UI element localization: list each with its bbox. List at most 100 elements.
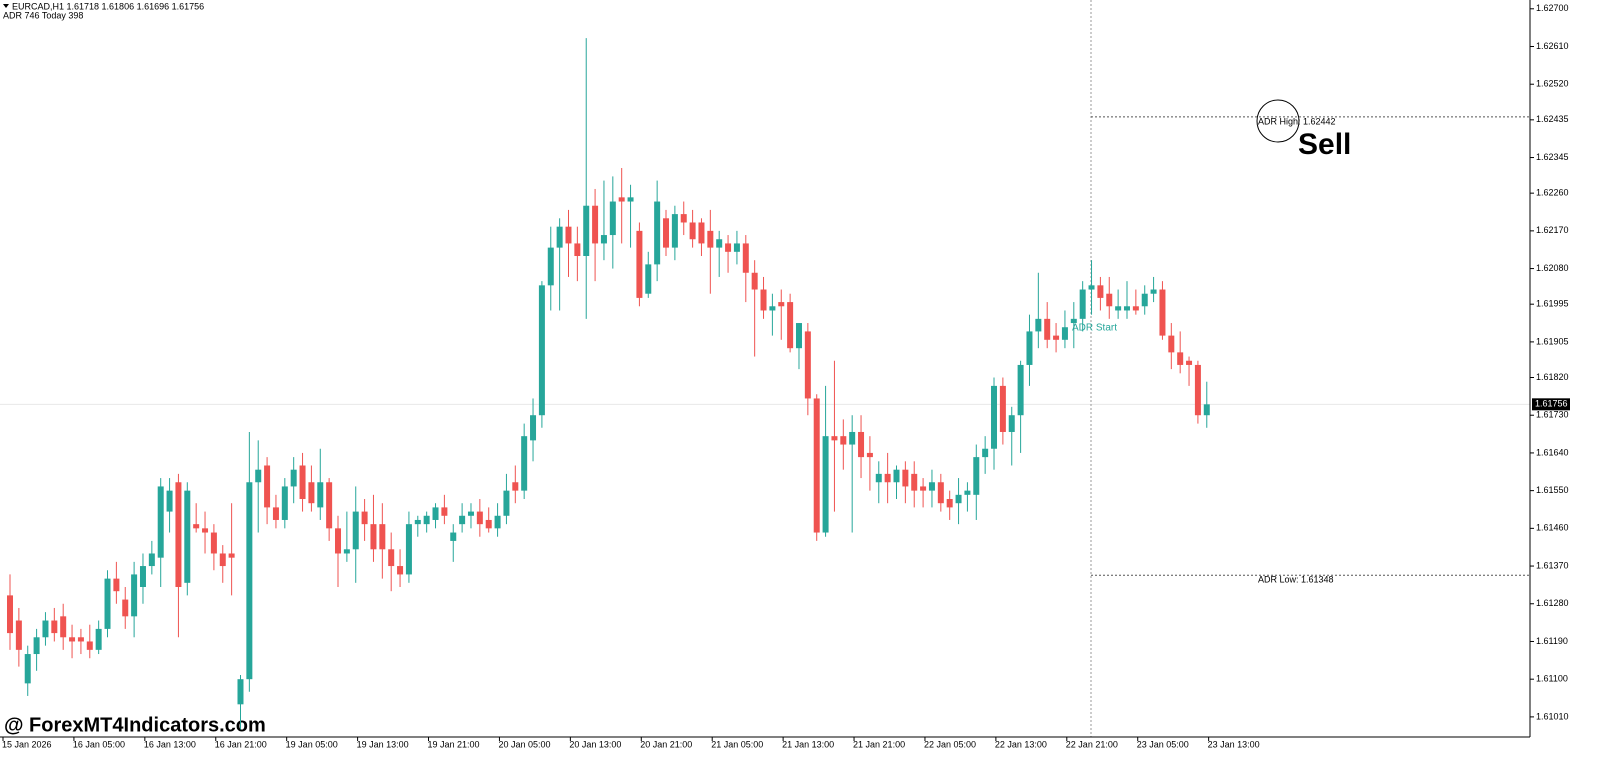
y-tick-label: 1.62700: [1536, 3, 1569, 13]
candle-body: [866, 452, 873, 458]
candle-body: [742, 243, 749, 273]
candle-body: [1079, 289, 1086, 319]
candle-body: [928, 482, 935, 491]
candle-body: [1177, 352, 1184, 365]
candle-body: [60, 616, 67, 638]
candle-body: [139, 566, 146, 588]
candle-body: [556, 226, 563, 248]
candle-body: [51, 620, 58, 634]
y-tick-label: 1.61460: [1536, 523, 1569, 533]
candle-body: [1088, 285, 1095, 290]
candle-body: [42, 620, 49, 638]
candle-body: [228, 553, 235, 558]
highlight-circle: [1256, 99, 1300, 143]
candle-body: [787, 302, 794, 349]
watermark: @ ForexMT4Indicators.com: [4, 714, 266, 736]
candle-body: [1044, 318, 1051, 340]
y-tick-label: 1.62170: [1536, 225, 1569, 235]
candle-body: [733, 243, 740, 252]
candle-body: [361, 511, 368, 525]
candle-body: [671, 214, 678, 248]
candle-body: [902, 469, 909, 487]
candle-body: [272, 507, 279, 520]
candle-body: [432, 507, 439, 520]
candle-body: [15, 620, 22, 650]
candle-body: [1070, 318, 1077, 324]
symbol-info: EURCAD,H1 1.61718 1.61806 1.61696 1.6175…: [12, 1, 204, 11]
candle-body: [600, 235, 607, 244]
x-tick-label: 19 Jan 21:00: [428, 739, 480, 749]
x-tick-label: 16 Jan 13:00: [144, 739, 196, 749]
candle-body: [1123, 306, 1130, 311]
candle-body: [388, 549, 395, 567]
candle-body: [255, 469, 262, 483]
menu-arrow[interactable]: [3, 4, 9, 8]
candle-body: [335, 528, 342, 554]
candle-body: [1053, 335, 1060, 340]
candle-body: [663, 218, 670, 248]
candle-body: [893, 469, 900, 483]
candle-body: [778, 302, 785, 307]
candle-body: [707, 230, 714, 248]
candle-body: [716, 239, 723, 248]
candle-body: [485, 519, 492, 529]
candle-body: [1141, 293, 1148, 307]
candle-body: [547, 247, 554, 286]
candle-body: [69, 637, 76, 642]
candle-body: [219, 553, 226, 567]
y-tick-label: 1.61905: [1536, 336, 1569, 346]
candle-body: [1097, 285, 1104, 298]
x-tick-label: 21 Jan 21:00: [853, 739, 905, 749]
candle-body: [467, 511, 474, 516]
x-tick-label: 23 Jan 13:00: [1208, 739, 1260, 749]
y-tick-label: 1.61995: [1536, 299, 1569, 309]
candle-body: [1186, 360, 1193, 365]
candle-body: [264, 465, 271, 508]
y-tick-label: 1.61370: [1536, 560, 1569, 570]
candle-body: [680, 214, 687, 223]
candle-body: [494, 515, 501, 529]
candle-body: [1061, 327, 1068, 340]
y-tick-label: 1.61190: [1536, 636, 1568, 646]
adr-start-label: ADR Start: [1072, 323, 1117, 334]
candle-body: [1115, 306, 1122, 311]
candle-body: [423, 515, 430, 525]
candle-body: [148, 553, 155, 567]
x-tick-label: 22 Jan 21:00: [1066, 739, 1118, 749]
candle-body: [503, 490, 510, 516]
x-tick-label: 22 Jan 05:00: [924, 739, 976, 749]
x-tick-label: 21 Jan 05:00: [711, 739, 763, 749]
candle-body: [627, 197, 634, 202]
candle-body: [751, 272, 758, 290]
candle-body: [645, 264, 652, 294]
y-tick-label: 1.61280: [1536, 598, 1569, 608]
candle-body: [308, 482, 315, 504]
candle-body: [193, 524, 200, 529]
candle-body: [991, 385, 998, 449]
candle-body: [33, 637, 40, 655]
candle-body: [7, 595, 13, 634]
candle-body: [281, 486, 288, 520]
candle-body: [530, 415, 537, 441]
y-tick-label: 1.61100: [1536, 674, 1568, 684]
candle-body: [1106, 293, 1113, 307]
candle-body: [999, 385, 1006, 432]
y-tick-label: 1.62610: [1536, 41, 1569, 51]
y-tick-label: 1.62080: [1536, 263, 1569, 273]
candle-body: [1159, 289, 1166, 336]
candle-body: [1035, 318, 1042, 332]
candle-body: [379, 524, 386, 550]
current-price-label: 1.61756: [1535, 399, 1568, 409]
candle-body: [920, 486, 927, 491]
x-tick-label: 16 Jan 21:00: [215, 739, 267, 749]
candle-body: [1203, 404, 1210, 416]
candle-body: [574, 243, 581, 257]
x-tick-label: 23 Jan 05:00: [1137, 739, 1189, 749]
candle-body: [405, 524, 412, 575]
candle-body: [450, 532, 457, 541]
candle-body: [875, 473, 882, 483]
candle-body: [964, 490, 971, 495]
signal-label: Sell: [1298, 128, 1351, 161]
